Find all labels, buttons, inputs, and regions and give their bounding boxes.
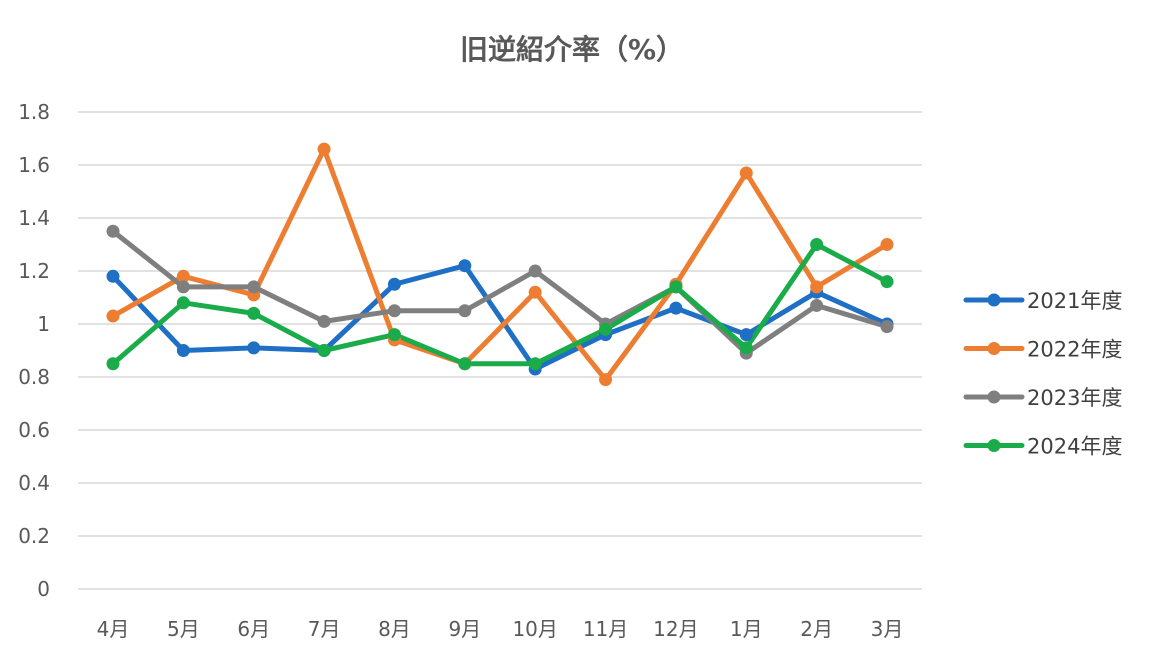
- data-point-2023年度-6月: [247, 280, 261, 294]
- grid-lines: [78, 111, 922, 590]
- legend-label: 2022年度: [1027, 338, 1122, 362]
- data-point-2024年度-11月: [599, 322, 613, 336]
- data-point-2021年度-1月: [739, 328, 753, 342]
- data-point-2024年度-5月: [176, 296, 190, 310]
- data-point-2023年度-4月: [106, 224, 120, 238]
- x-tick-label: 7月: [308, 617, 341, 641]
- series-lines: [110, 146, 890, 383]
- chart-title: 旧逆紹介率（%）: [460, 33, 684, 66]
- legend-item: 2022年度: [963, 338, 1122, 362]
- data-point-2024年度-6月: [247, 306, 261, 320]
- data-point-2023年度-7月: [317, 314, 331, 328]
- legend-marker-2023年度: [987, 390, 1001, 404]
- series-line-2022年度: [110, 146, 890, 383]
- data-point-2024年度-8月: [387, 328, 401, 342]
- data-point-2024年度-4月: [106, 357, 120, 371]
- data-point-2021年度-8月: [387, 277, 401, 291]
- data-point-2022年度-4月: [106, 309, 120, 323]
- data-point-2023年度-3月: [880, 320, 894, 334]
- data-point-2024年度-10月: [528, 357, 542, 371]
- legend: 2021年度 2022年度 2023年度 2024年度: [963, 289, 1122, 459]
- data-point-2021年度-6月: [247, 341, 261, 355]
- x-tick-label: 9月: [448, 617, 481, 641]
- x-tick-label: 2月: [800, 617, 833, 641]
- x-tick-label: 5月: [167, 617, 200, 641]
- legend-marker-2024年度: [987, 439, 1001, 452]
- x-axis: 4月 5月 6月 7月 8月 9月 10月 11月 12月 1月 2月 3月: [97, 617, 904, 641]
- data-point-2022年度-2月: [810, 280, 824, 294]
- legend-item: 2021年度: [963, 289, 1122, 313]
- data-point-2024年度-12月: [669, 280, 683, 294]
- series-line-2024年度: [110, 242, 890, 367]
- legend-marker-2022年度: [987, 342, 1001, 355]
- y-tick-label: 0.6: [18, 418, 50, 442]
- data-point-2021年度-5月: [176, 344, 190, 357]
- data-point-2021年度-4月: [106, 269, 120, 283]
- data-point-2022年度-3月: [880, 238, 894, 251]
- legend-label: 2021年度: [1027, 289, 1122, 313]
- data-point-2023年度-5月: [176, 280, 190, 294]
- legend-item: 2023年度: [963, 386, 1122, 410]
- data-point-2021年度-9月: [458, 259, 472, 273]
- y-tick-label: 1.2: [18, 259, 50, 283]
- data-point-2023年度-9月: [458, 304, 472, 318]
- data-point-2022年度-7月: [317, 142, 331, 156]
- y-tick-label: 0.4: [18, 471, 50, 495]
- data-point-2024年度-2月: [810, 238, 824, 251]
- legend-label: 2023年度: [1027, 386, 1122, 410]
- y-tick-label: 0: [37, 577, 50, 601]
- legend-marker-2021年度: [987, 293, 1001, 307]
- y-tick-label: 1.4: [18, 206, 50, 230]
- y-tick-label: 1.8: [18, 100, 50, 124]
- data-point-2023年度-10月: [528, 264, 542, 278]
- x-tick-label: 10月: [512, 617, 557, 641]
- data-point-2022年度-10月: [528, 285, 542, 299]
- y-tick-label: 0.8: [18, 365, 50, 389]
- data-point-2022年度-1月: [739, 166, 753, 180]
- data-point-2024年度-7月: [317, 344, 331, 357]
- legend-item: 2024年度: [963, 435, 1122, 459]
- x-tick-label: 4月: [97, 617, 130, 641]
- data-point-2024年度-9月: [458, 357, 472, 371]
- data-point-2021年度-12月: [669, 301, 683, 315]
- x-tick-label: 11月: [583, 617, 628, 641]
- y-tick-label: 0.2: [18, 524, 50, 548]
- data-point-2022年度-5月: [176, 269, 190, 283]
- data-point-2023年度-2月: [810, 298, 824, 312]
- data-point-2023年度-8月: [387, 304, 401, 318]
- series-line-2021年度: [110, 263, 890, 372]
- y-tick-label: 1.6: [18, 153, 50, 177]
- y-axis: 0 0.2 0.4 0.6 0.8 1 1.2 1.4 1.6 1.8: [18, 100, 50, 601]
- x-tick-label: 12月: [653, 617, 698, 641]
- x-tick-label: 8月: [378, 617, 411, 641]
- data-point-2024年度-1月: [739, 341, 753, 355]
- series-points: [106, 142, 894, 387]
- legend-label: 2024年度: [1027, 435, 1122, 459]
- x-tick-label: 1月: [730, 617, 763, 641]
- data-point-2024年度-3月: [880, 275, 894, 289]
- x-tick-label: 3月: [871, 617, 904, 641]
- data-point-2022年度-11月: [599, 373, 613, 387]
- x-tick-label: 6月: [237, 617, 270, 641]
- y-tick-label: 1: [37, 312, 50, 336]
- series-line-2023年度: [110, 228, 890, 356]
